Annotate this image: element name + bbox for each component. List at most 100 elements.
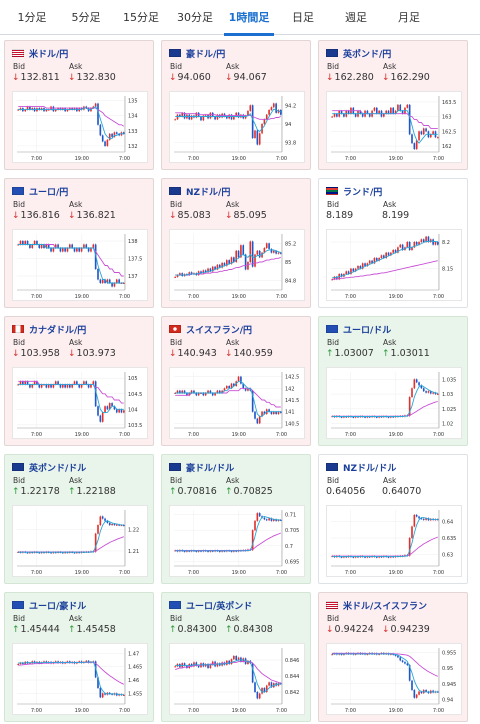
ma-long-line <box>332 260 438 280</box>
candle-body <box>45 384 48 388</box>
currency-card[interactable]: カナダドル/円 Bid Ask ↓103.958 ↓103.973 105 104.5 104… <box>4 316 154 446</box>
candle-body <box>66 109 69 112</box>
candlestick-chart[interactable]: 1.47 1.465 1.46 1.455 7:00 19:00 7:00 <box>12 643 148 715</box>
candle-body <box>387 110 390 114</box>
candle-body <box>437 137 439 139</box>
currency-card[interactable]: NZドル/ドル Bid Ask 0.64056 0.64070 0.64 0.635 0.63… <box>318 454 468 584</box>
candle-body <box>69 108 71 110</box>
candlestick-chart[interactable]: 0.955 0.95 0.945 0.94 7:00 19:00 7:00 <box>326 643 462 715</box>
tab-1m[interactable]: 1分足 <box>17 11 47 24</box>
candle-body <box>345 416 348 418</box>
candlestick-chart[interactable]: 0.71 0.705 0.7 0.695 7:00 19:00 7:00 <box>169 505 305 577</box>
ask-value: ↑1.45458 <box>68 624 116 635</box>
tab-15m[interactable]: 15分足 <box>123 11 159 24</box>
candle-body <box>69 384 71 388</box>
pair-title[interactable]: 米ドル/円 <box>12 46 68 60</box>
candle-body <box>195 662 198 666</box>
candle-body <box>26 241 29 245</box>
pair-name: ユーロ/英ポンド <box>186 601 253 612</box>
currency-card[interactable]: 英ポンド/ドル Bid Ask ↑1.22178 ↑1.22188 1.22 1.21 7:0… <box>4 454 154 584</box>
pair-title[interactable]: 英ポンド/ドル <box>12 460 86 474</box>
candle-body <box>251 390 254 412</box>
pair-title[interactable]: ユーロ/ドル <box>326 322 391 336</box>
candle-body <box>331 654 333 656</box>
candle-body <box>270 248 273 253</box>
candlestick-chart[interactable]: 105 104.5 104 103.5 7:00 19:00 7:00 <box>12 367 148 439</box>
pair-title[interactable]: カナダドル/円 <box>12 322 86 336</box>
pair-title[interactable]: NZドル/ドル <box>326 460 396 474</box>
candle-body <box>415 514 418 517</box>
arrow-down-icon: ↓ <box>326 73 334 83</box>
currency-card[interactable]: 豪ドル/円 Bid Ask ↓94.060 ↓94.067 94.2 94 93.8 7:00 1… <box>161 40 311 170</box>
candle-body <box>275 411 277 414</box>
pair-title[interactable]: ランド/円 <box>326 184 382 198</box>
candle-body <box>354 113 357 117</box>
y-tick-label: 8.2 <box>442 240 450 246</box>
candle-body <box>108 279 111 283</box>
currency-card[interactable]: ユーロ/英ポンド Bid Ask ↑0.84300 ↑0.84308 0.846 0.844… <box>161 592 311 722</box>
pair-title[interactable]: ユーロ/円 <box>12 184 68 198</box>
candle-body <box>420 385 423 389</box>
candle-body <box>404 662 406 664</box>
candle-body <box>240 245 242 258</box>
candle-body <box>176 114 179 120</box>
candle-body <box>104 279 106 283</box>
candle-body <box>399 657 402 661</box>
candle-body <box>24 109 27 112</box>
candlestick-chart[interactable]: 1.22 1.21 7:00 19:00 7:00 <box>12 505 148 577</box>
tab-1w[interactable]: 週足 <box>345 11 367 24</box>
y-tick-label: 142 <box>285 386 295 392</box>
candle-body <box>38 384 41 388</box>
currency-card[interactable]: ユーロ/円 Bid Ask ↓136.816 ↓136.821 138 137.5 137 7:… <box>4 178 154 308</box>
candle-body <box>331 116 333 118</box>
currency-card[interactable]: 豪ドル/ドル Bid Ask ↑0.70816 ↑0.70825 0.71 0.705 0.7… <box>161 454 311 584</box>
candle-body <box>399 244 402 248</box>
pair-title[interactable]: 豪ドル/円 <box>169 46 225 60</box>
currency-card[interactable]: スイスフラン/円 Bid Ask ↓140.943 ↓140.959 142.5 142 14… <box>161 316 311 446</box>
candlestick-chart[interactable]: 0.64 0.635 0.63 7:00 19:00 7:00 <box>326 505 462 577</box>
candlestick-chart[interactable]: 94.2 94 93.8 7:00 19:00 7:00 <box>169 91 305 163</box>
ask-label: Ask <box>383 338 397 347</box>
candle-body <box>92 106 95 109</box>
candlestick-chart[interactable]: 138 137.5 137 7:00 19:00 7:00 <box>12 229 148 301</box>
candle-body <box>216 264 219 270</box>
pair-title[interactable]: 英ポンド/円 <box>326 46 391 60</box>
currency-card[interactable]: 英ポンド/円 Bid Ask ↓162.280 ↓162.290 163.5 163 162.… <box>318 40 468 170</box>
pair-title[interactable]: ユーロ/豪ドル <box>12 598 86 612</box>
pair-title[interactable]: 米ドル/スイスフラン <box>326 598 427 612</box>
candlestick-chart[interactable]: 85.2 85 84.8 7:00 19:00 7:00 <box>169 229 305 301</box>
ask-value: ↑0.70825 <box>225 486 273 497</box>
pair-title[interactable]: スイスフラン/円 <box>169 322 252 336</box>
candlestick-chart[interactable]: 135 134 133 132 7:00 19:00 7:00 <box>12 91 148 163</box>
candle-body <box>80 108 83 110</box>
pair-title[interactable]: 豪ドル/ドル <box>169 460 234 474</box>
candlestick-chart[interactable]: 163.5 163 162.5 162 7:00 19:00 7:00 <box>326 91 462 163</box>
tab-30m[interactable]: 30分足 <box>177 11 213 24</box>
currency-card[interactable]: 米ドル/スイスフラン Bid Ask ↓0.94224 ↓0.94239 0.955 0.9… <box>318 592 468 722</box>
currency-card[interactable]: ユーロ/ドル Bid Ask ↑1.03007 ↑1.03011 1.035 1.03 1.0… <box>318 316 468 446</box>
tab-5m[interactable]: 5分足 <box>71 11 101 24</box>
candlestick-chart[interactable]: 1.035 1.03 1.025 1.02 7:00 19:00 7:00 <box>326 367 462 439</box>
candle-body <box>87 248 90 252</box>
tab-1h[interactable]: 1時間足 <box>224 0 274 36</box>
currency-card[interactable]: NZドル/円 Bid Ask ↓85.083 ↓85.095 85.2 85 84.8 7:00… <box>161 178 311 308</box>
pair-title[interactable]: ユーロ/英ポンド <box>169 598 252 612</box>
candlestick-chart[interactable]: 8.2 8.15 7:00 19:00 7:00 <box>326 229 462 301</box>
tab-1mo[interactable]: 月足 <box>398 11 420 24</box>
x-tick-label: 7:00 <box>276 570 287 576</box>
candle-body <box>31 661 34 663</box>
currency-card[interactable]: ランド/円 Bid Ask 8.189 8.199 8.2 8.15 7:00 19:00 7:0… <box>318 178 468 308</box>
candlestick-chart[interactable]: 142.5 142 141.5 141 140.5 7:00 19:00 7:00 <box>169 367 305 439</box>
candle-body <box>256 692 259 699</box>
candle-body <box>233 257 235 262</box>
candle-body <box>413 242 416 248</box>
ask-label: Ask <box>69 338 83 347</box>
candle-body <box>237 376 240 382</box>
bid-value: ↑1.45444 <box>12 624 60 635</box>
tab-1d[interactable]: 日足 <box>292 11 314 24</box>
candle-body <box>223 113 226 117</box>
pair-title[interactable]: NZドル/円 <box>169 184 230 198</box>
currency-card[interactable]: ユーロ/豪ドル Bid Ask ↑1.45444 ↑1.45458 1.47 1.465 1.… <box>4 592 154 722</box>
currency-card[interactable]: 米ドル/円 Bid Ask ↓132.811 ↓132.830 135 134 133 132 7… <box>4 40 154 170</box>
candlestick-chart[interactable]: 0.846 0.844 0.842 7:00 19:00 7:00 <box>169 643 305 715</box>
